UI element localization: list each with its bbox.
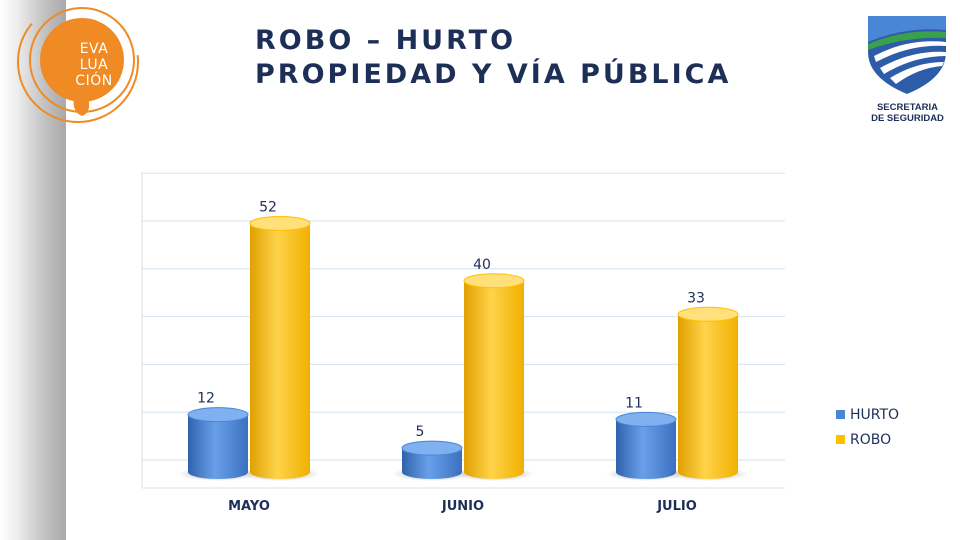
bars	[178, 215, 748, 481]
page-title: ROBO – HURTO PROPIEDAD Y VÍA PÚBLICA	[255, 24, 731, 92]
logo-line-1: EVA	[79, 41, 109, 57]
data-label-hurto-julio: 11	[625, 395, 643, 411]
labels: 12 52 MAYO 5 40 JUNIO 11 33 JULIO	[197, 199, 705, 514]
evaluacion-logo-icon	[17, 1, 139, 123]
grid-lines	[141, 172, 785, 489]
data-label-hurto-mayo: 12	[197, 391, 215, 407]
bar-top-hurto-junio	[401, 440, 463, 456]
category-label-julio: JULIO	[656, 499, 697, 514]
bar-hurto-junio	[402, 448, 462, 479]
category-label-junio: JUNIO	[441, 499, 484, 514]
logo-line-2: LUA	[79, 57, 109, 73]
bar-robo-junio	[464, 280, 524, 479]
secretaria-logo-text: SECRETARIA DE SEGURIDAD	[860, 102, 955, 124]
bar-top-robo-mayo	[249, 215, 311, 231]
shield-icon	[868, 16, 946, 94]
bar-top-robo-junio	[463, 273, 525, 289]
legend-label-hurto: HURTO	[850, 406, 900, 423]
logo-line-3: CIÓN	[75, 73, 113, 89]
legend-swatch-robo	[836, 435, 845, 444]
org-line-1: SECRETARIA	[876, 102, 939, 113]
evaluacion-logo-text: EVA LUA CIÓN	[64, 41, 124, 89]
legend-item-robo: ROBO	[836, 427, 899, 452]
legend: HURTO ROBO	[836, 402, 899, 452]
bar-hurto-mayo	[188, 414, 248, 479]
org-line-2: DE SEGURIDAD	[871, 113, 944, 124]
category-label-mayo: MAYO	[228, 499, 270, 514]
title-line-2: PROPIEDAD Y VÍA PÚBLICA	[255, 59, 732, 90]
legend-item-hurto: HURTO	[836, 402, 899, 427]
secretaria-logo: SECRETARIA DE SEGURIDAD	[860, 12, 955, 127]
title-line-1: ROBO – HURTO	[255, 25, 517, 56]
evaluacion-logo: EVA LUA CIÓN	[12, 1, 154, 126]
bar-top-robo-julio	[677, 306, 739, 322]
bar-robo-mayo	[250, 223, 310, 479]
data-label-robo-mayo: 52	[259, 199, 277, 215]
legend-label-robo: ROBO	[850, 431, 892, 448]
data-label-robo-julio: 33	[687, 290, 705, 306]
bar-robo-julio	[678, 314, 738, 479]
data-label-robo-junio: 40	[473, 257, 491, 273]
bar-hurto-julio	[616, 419, 676, 479]
data-label-hurto-junio: 5	[416, 424, 425, 440]
bar-top-hurto-mayo	[187, 407, 249, 423]
legend-swatch-hurto	[836, 410, 845, 419]
bar-top-hurto-julio	[615, 411, 677, 427]
